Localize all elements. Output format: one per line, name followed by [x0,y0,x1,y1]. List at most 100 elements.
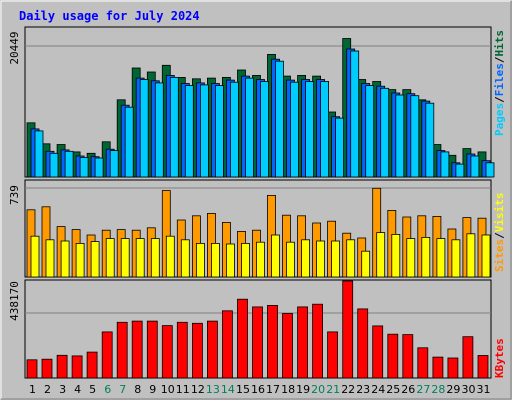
bar-sites-day-9 [150,238,160,278]
x-tick-label: 7 [119,383,126,396]
bar-kbytes-day-5 [86,351,98,379]
bar-sites-day-6 [105,238,115,278]
x-tick-label: 27 [416,383,430,396]
bar-sites-day-22 [346,239,356,278]
bar-sites-day-10 [165,235,175,278]
x-tick-label: 17 [266,383,280,396]
bar-pages-day-14 [229,81,239,178]
bar-sites-day-16 [256,241,265,278]
bar-pages-day-9 [154,82,164,178]
bar-kbytes-day-18 [282,313,293,379]
bar-pages-day-21 [335,117,345,178]
bar-pages-day-19 [305,81,315,178]
bar-kbytes-day-31 [477,355,489,379]
bar-kbytes-day-13 [206,320,218,379]
bar-sites-day-31 [481,234,491,278]
bar-pages-day-7 [124,106,134,178]
bar-kbytes-day-29 [447,357,459,379]
ytick-hits: 20449 [8,31,21,64]
bar-sites-day-17 [271,234,280,278]
bar-sites-day-1 [30,235,40,278]
x-tick-label: 20 [311,383,325,396]
bar-sites-day-19 [301,239,311,278]
bar-pages-day-28 [440,151,450,178]
bar-sites-day-8 [135,238,145,278]
bar-pages-day-26 [410,95,420,178]
x-tick-label: 31 [477,383,491,396]
x-tick-label: 18 [281,383,295,396]
bar-sites-day-26 [406,238,416,278]
x-tick-label: 2 [44,383,51,396]
legend-files: Files [493,63,506,96]
bar-pages-day-29 [455,163,465,178]
bar-kbytes-day-12 [191,322,203,379]
x-tick-label: 30 [462,383,476,396]
bar-sites-day-11 [180,239,190,278]
bar-pages-day-24 [380,87,390,178]
bar-kbytes-day-16 [252,306,263,379]
bar-pages-day-18 [290,81,299,178]
bar-sites-day-21 [331,240,341,278]
bar-pages-day-20 [320,81,330,178]
bar-kbytes-day-15 [237,298,248,379]
x-tick-label: 21 [326,383,340,396]
bar-pages-day-25 [395,94,405,178]
x-tick-label: 6 [104,383,111,396]
x-tick-label: 11 [176,383,190,396]
ytick-kbytes: 438170 [8,281,21,321]
bar-pages-day-17 [275,60,284,178]
x-tick-label: 19 [296,383,310,396]
legend-visits: Visits [493,193,506,233]
bar-pages-day-15 [245,77,254,178]
bar-kbytes-day-3 [56,354,68,379]
bar-kbytes-day-14 [221,310,233,379]
bar-pages-day-12 [199,84,209,178]
bar-sites-day-4 [75,242,85,278]
x-tick-label: 22 [341,383,355,396]
bar-sites-day-23 [361,250,371,278]
bar-sites-day-2 [45,239,55,278]
legend-hits: Hits [493,30,506,57]
x-tick-label: 5 [89,383,96,396]
x-tick-label: 10 [161,383,175,396]
x-axis-day-labels: 1 2 3 4 5 6 7 8 9 10 11 12 13 14 15 16 17 18 19 20 21 22 23 24 2… [29,383,491,396]
bar-pages-day-31 [485,162,495,178]
x-tick-label: 29 [446,383,460,396]
bar-sites-day-12 [195,242,205,278]
bar-sites-day-24 [376,232,386,278]
bar-pages-day-2 [49,152,59,178]
x-tick-label: 12 [191,383,205,396]
x-tick-label: 25 [386,383,400,396]
legend-pages: Pages [493,103,506,136]
bar-kbytes-day-27 [417,347,429,379]
bar-kbytes-day-23 [357,308,369,379]
bar-kbytes-day-21 [327,331,339,379]
bar-kbytes-day-10 [161,325,173,379]
x-tick-label: 14 [221,383,235,396]
x-tick-label: 24 [371,383,385,396]
bar-kbytes-day-20 [312,303,324,379]
bar-pages-day-27 [425,102,435,178]
bar-kbytes-day-9 [146,320,158,379]
bar-kbytes-day-26 [402,334,414,379]
kbytes-plot [24,279,492,379]
bar-pages-day-16 [260,81,269,178]
bar-pages-day-1 [34,130,44,178]
x-tick-label: 15 [236,383,250,396]
bar-sites-day-13 [210,242,220,278]
bar-kbytes-day-19 [297,306,309,379]
chart-title: Daily usage for July 2024 [19,9,200,23]
bar-pages-day-13 [214,85,224,178]
bar-kbytes-day-2 [41,358,53,379]
ytick-visits: 739 [8,185,21,205]
bar-kbytes-day-1 [26,359,38,379]
bar-pages-day-23 [365,85,375,178]
bar-sites-day-5 [90,241,100,278]
bar-kbytes-day-28 [432,356,444,379]
x-tick-label: 26 [401,383,415,396]
bar-sites-day-15 [241,242,250,278]
bar-sites-day-28 [436,238,446,278]
